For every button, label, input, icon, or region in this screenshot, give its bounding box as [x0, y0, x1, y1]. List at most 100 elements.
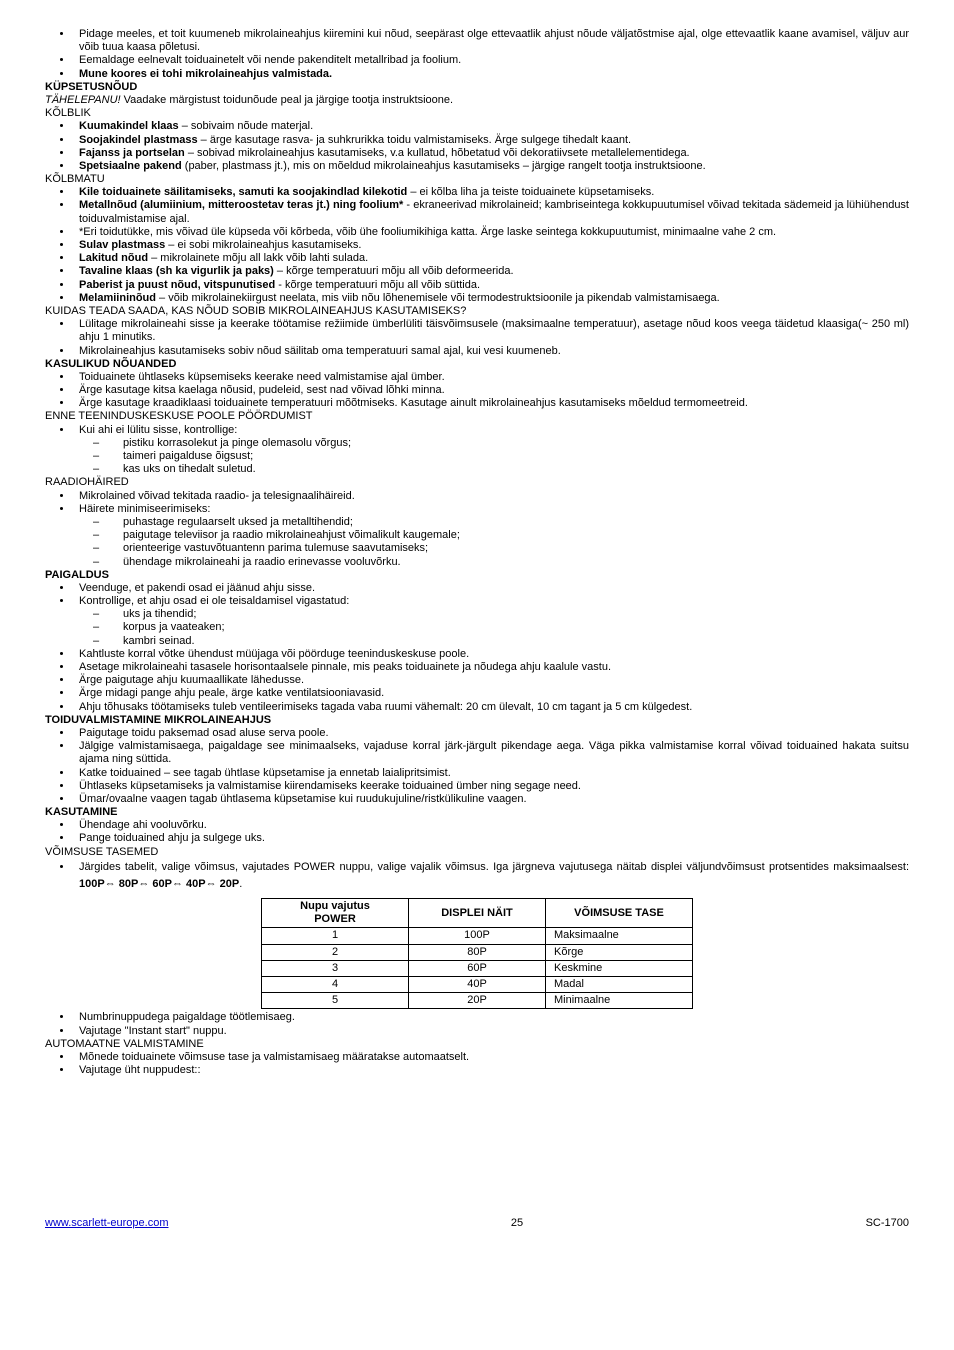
auto-list: Mõnede toiduainete võimsuse tase ja valm… — [45, 1051, 909, 1077]
bold-text: Melamiininõud — [79, 292, 156, 304]
list-item: Kui ahi ei lülitu sisse, kontrollige: — [73, 424, 909, 437]
raadio: RAADIOHÄIRED — [45, 476, 909, 489]
list-item: Fajanss ja portselan – sobivad mikrolain… — [73, 147, 909, 160]
cell: Madal — [546, 976, 693, 992]
cell: Maksimaalne — [546, 928, 693, 944]
kolblik: KÕLBLIK — [45, 107, 909, 120]
bold-text: Mune koores ei tohi mikrolaineahjus valm… — [79, 68, 332, 80]
kolbmatu: KÕLBMATU — [45, 173, 909, 186]
raadio-sublist: puhastage regulaarselt uksed ja metallti… — [45, 516, 909, 569]
cell: 20P — [409, 993, 546, 1009]
list-item: Veenduge, et pakendi osad ei jäänud ahju… — [73, 582, 909, 595]
list-item: Jälgige valmistamisaega, paigaldage see … — [73, 740, 909, 766]
list-item: Kuumakindel klaas – sobivaim nõude mater… — [73, 120, 909, 133]
heading-kasulikud: KASULIKUD NÕUANDED — [45, 358, 909, 371]
bold-text: Kile toiduainete säilitamiseks, samuti k… — [79, 186, 407, 198]
table-header-row: Nupu vajutusPOWER DISPLEI NÄIT VÕIMSUSE … — [262, 899, 693, 928]
heading-paigaldus: PAIGALDUS — [45, 569, 909, 582]
col-header: VÕIMSUSE TASE — [546, 899, 693, 928]
power-table: Nupu vajutusPOWER DISPLEI NÄIT VÕIMSUSE … — [261, 898, 693, 1009]
list-item: Ärge midagi pange ahju peale, ärge katke… — [73, 687, 909, 700]
list-item: Ahju tõhusaks töötamiseks tuleb ventilee… — [73, 701, 909, 714]
table-row: 440PMadal — [262, 976, 693, 992]
list-item: Metallnõud (alumiinium, mitteroostetav t… — [73, 199, 909, 225]
cell: 100P — [409, 928, 546, 944]
list-item: Mune koores ei tohi mikrolaineahjus valm… — [73, 68, 909, 81]
voimsuse: VÕIMSUSE TASEMED — [45, 846, 909, 859]
table-row: 520PMinimaalne — [262, 993, 693, 1009]
cell: 2 — [262, 944, 409, 960]
enne: ENNE TEENINDUSKESKUSE POOLE PÖÖRDUMIST — [45, 410, 909, 423]
list-item: Pange toiduained ahju ja sulgege uks. — [73, 832, 909, 845]
list-item: Ärge kasutage kitsa kaelaga nõusid, pude… — [73, 384, 909, 397]
cell: 5 — [262, 993, 409, 1009]
list-item: Ärge paigutage ahju kuumaallikate lähedu… — [73, 674, 909, 687]
text: *Eri toidutükke, mis võivad üle küpseda … — [79, 226, 776, 238]
list-item: pistiku korrasolekut ja pinge olemasolu … — [93, 437, 909, 450]
bold-text: Spetsiaalne pakend — [79, 160, 182, 172]
list-item: korpus ja vaateaken; — [93, 621, 909, 634]
paigaldus-list2: Kahtluste korral võtke ühendust müüjaga … — [45, 648, 909, 714]
enne-list: Kui ahi ei lülitu sisse, kontrollige: — [45, 424, 909, 437]
text: – mikrolainete mõju all lakk võib lahti … — [148, 252, 368, 264]
table-row: 280PKõrge — [262, 944, 693, 960]
cell: 40P — [409, 976, 546, 992]
text: (paber, plastmass jt.), mis on mõeldud m… — [182, 160, 706, 172]
bold-text: Metallnõud (alumiinium, mitteroostetav t… — [79, 199, 403, 211]
kasulikud-list: Toiduainete ühtlaseks küpsemiseks keerak… — [45, 371, 909, 411]
table-row: 1100PMaksimaalne — [262, 928, 693, 944]
footer-link[interactable]: www.scarlett-europe.com — [45, 1217, 169, 1230]
col-header: Nupu vajutusPOWER — [262, 899, 409, 928]
list-item: kambri seinad. — [93, 635, 909, 648]
text: Järgides tabelit, valige võimsus, vajuta… — [79, 861, 909, 873]
cell: 1 — [262, 928, 409, 944]
text: Vaadake märgistust toidunõude peal ja jä… — [121, 94, 453, 106]
list-item: Järgides tabelit, valige võimsus, vajuta… — [73, 859, 909, 894]
list-item: uks ja tihendid; — [93, 608, 909, 621]
list-item: Mikrolaineahjus kasutamiseks sobiv nõud … — [73, 345, 909, 358]
list-item: Lülitage mikrolaineahi sisse ja keerake … — [73, 318, 909, 344]
list-item: Vajutage üht nuppudest:: — [73, 1064, 909, 1077]
list-item: Soojakindel plastmass – ärge kasutage ra… — [73, 134, 909, 147]
kuidas: KUIDAS TEADA SAADA, KAS NÕUD SOBIB MIKRO… — [45, 305, 909, 318]
list-item: paigutage televiisor ja raadio mikrolain… — [93, 529, 909, 542]
cell: 60P — [409, 960, 546, 976]
list-item: ühendage mikrolaineahi ja raadio erineva… — [93, 556, 909, 569]
list-item: kas uks on tihedalt suletud. — [93, 463, 909, 476]
intro-bullets: Pidage meeles, et toit kuumeneb mikrolai… — [45, 28, 909, 81]
text: – ärge kasutage rasva- ja suhkrurikka to… — [198, 134, 632, 146]
heading-kasutamine: KASUTAMINE — [45, 806, 909, 819]
cell: 80P — [409, 944, 546, 960]
text: – ei kõlba liha ja teiste toiduainete kü… — [407, 186, 654, 198]
list-item: Pidage meeles, et toit kuumeneb mikrolai… — [73, 28, 909, 54]
list-item: Asetage mikrolaineahi tasasele horisonta… — [73, 661, 909, 674]
paigaldus-sublist: uks ja tihendid; korpus ja vaateaken; ka… — [45, 608, 909, 648]
list-item: Häirete minimiseerimiseks: — [73, 503, 909, 516]
list-item: Sulav plastmass – ei sobi mikrolaineahju… — [73, 239, 909, 252]
cell: 3 — [262, 960, 409, 976]
text: – ei sobi mikrolaineahjus kasutamiseks. — [165, 239, 361, 251]
list-item: Ärge kasutage kraadiklaasi toiduainete t… — [73, 397, 909, 410]
toidu-list: Paigutage toidu paksemad osad aluse serv… — [45, 727, 909, 806]
cell: Minimaalne — [546, 993, 693, 1009]
bold-text: Kuumakindel klaas — [79, 120, 179, 132]
list-item: Paberist ja puust nõud, vitspunutised - … — [73, 279, 909, 292]
heading-kupsetus: KÜPSETUSNÕUD — [45, 81, 909, 94]
list-item: Katke toiduained – see tagab ühtlase küp… — [73, 767, 909, 780]
kasutamine-list: Ühendage ahi vooluvõrku. Pange toiduaine… — [45, 819, 909, 845]
footer-model: SC-1700 — [866, 1217, 909, 1230]
list-item: Eemaldage eelnevalt toiduainetelt või ne… — [73, 54, 909, 67]
bold-text: Paberist ja puust nõud, vitspunutised — [79, 279, 275, 291]
list-item: Kile toiduainete säilitamiseks, samuti k… — [73, 186, 909, 199]
heading-toidu: TOIDUVALMISTAMINE MIKROLAINEAHJUS — [45, 714, 909, 727]
list-item: taimeri paigalduse õigsust; — [93, 450, 909, 463]
text: – kõrge temperatuuri mõju all võib defor… — [274, 265, 514, 277]
list-item: puhastage regulaarselt uksed ja metallti… — [93, 516, 909, 529]
list-item: Toiduainete ühtlaseks küpsemiseks keerak… — [73, 371, 909, 384]
text: – võib mikrolainekiirgust neelata, mis v… — [156, 292, 720, 304]
raadio-list: Mikrolained võivad tekitada raadio- ja t… — [45, 490, 909, 516]
kolblik-list: Kuumakindel klaas – sobivaim nõude mater… — [45, 120, 909, 173]
list-item: Kontrollige, et ahju osad ei ole teisald… — [73, 595, 909, 608]
list-item: Ümar/ovaalne vaagen tagab ühtlasema küps… — [73, 793, 909, 806]
text: – sobivaim nõude materjal. — [179, 120, 314, 132]
